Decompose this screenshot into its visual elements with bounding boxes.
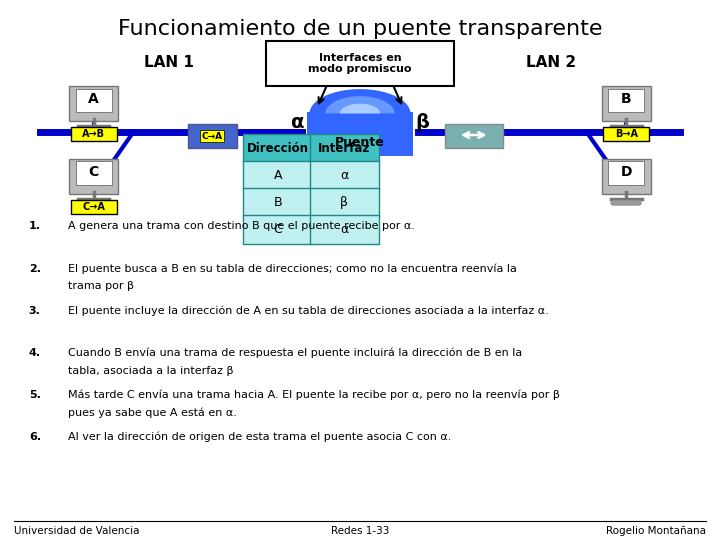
Text: A: A bbox=[89, 92, 99, 106]
Text: B: B bbox=[274, 196, 282, 209]
FancyBboxPatch shape bbox=[76, 161, 112, 185]
Text: Al ver la dirección de origen de esta trama el puente asocia C con α.: Al ver la dirección de origen de esta tr… bbox=[68, 432, 451, 442]
FancyBboxPatch shape bbox=[69, 86, 118, 121]
FancyBboxPatch shape bbox=[608, 89, 644, 112]
FancyBboxPatch shape bbox=[243, 134, 312, 163]
Text: 3.: 3. bbox=[29, 306, 40, 316]
Text: Puente: Puente bbox=[335, 136, 385, 148]
Text: 1.: 1. bbox=[29, 221, 41, 232]
Text: B→A: B→A bbox=[615, 129, 638, 139]
Text: tabla, asociada a la interfaz β: tabla, asociada a la interfaz β bbox=[68, 366, 234, 376]
Text: C: C bbox=[89, 165, 99, 179]
FancyBboxPatch shape bbox=[310, 188, 379, 217]
FancyBboxPatch shape bbox=[602, 86, 651, 121]
Text: β: β bbox=[415, 113, 430, 132]
FancyBboxPatch shape bbox=[76, 89, 112, 112]
Text: C→A: C→A bbox=[82, 202, 105, 212]
Polygon shape bbox=[310, 89, 410, 113]
FancyBboxPatch shape bbox=[310, 161, 379, 190]
Text: A→B: A→B bbox=[82, 129, 105, 139]
Text: pues ya sabe que A está en α.: pues ya sabe que A está en α. bbox=[68, 408, 238, 418]
Text: A: A bbox=[274, 169, 282, 182]
Text: 2.: 2. bbox=[29, 264, 41, 274]
Text: α: α bbox=[340, 223, 348, 236]
Polygon shape bbox=[340, 104, 380, 113]
Text: 6.: 6. bbox=[29, 432, 41, 442]
FancyBboxPatch shape bbox=[602, 159, 651, 194]
Text: LAN 2: LAN 2 bbox=[526, 55, 576, 70]
Polygon shape bbox=[325, 96, 395, 113]
Text: Redes 1-33: Redes 1-33 bbox=[330, 526, 390, 536]
Text: D: D bbox=[621, 165, 632, 179]
Text: Cuando B envía una trama de respuesta el puente incluirá la dirección de B en la: Cuando B envía una trama de respuesta el… bbox=[68, 348, 523, 358]
Text: A genera una trama con destino B que el puente recibe por α.: A genera una trama con destino B que el … bbox=[68, 221, 415, 232]
Text: El puente incluye la dirección de A en su tabla de direcciones asociada a la int: El puente incluye la dirección de A en s… bbox=[68, 306, 549, 316]
FancyBboxPatch shape bbox=[71, 127, 117, 141]
Text: LAN 1: LAN 1 bbox=[144, 55, 194, 70]
Text: trama por β: trama por β bbox=[68, 281, 135, 292]
FancyBboxPatch shape bbox=[608, 161, 644, 185]
Text: α: α bbox=[291, 113, 304, 132]
FancyBboxPatch shape bbox=[243, 161, 312, 190]
FancyBboxPatch shape bbox=[310, 134, 379, 163]
FancyBboxPatch shape bbox=[603, 127, 649, 141]
Text: Interfaces en
modo promiscuo: Interfaces en modo promiscuo bbox=[308, 53, 412, 75]
FancyBboxPatch shape bbox=[266, 40, 454, 86]
Text: Interfaz: Interfaz bbox=[318, 142, 370, 155]
Text: β: β bbox=[340, 196, 348, 209]
Text: El puente busca a B en su tabla de direcciones; como no la encuentra reenvía la: El puente busca a B en su tabla de direc… bbox=[68, 264, 517, 274]
FancyBboxPatch shape bbox=[69, 159, 118, 194]
Text: Más tarde C envía una trama hacia A. El puente la recibe por α, pero no la reenv: Más tarde C envía una trama hacia A. El … bbox=[68, 390, 560, 400]
Text: α: α bbox=[340, 169, 348, 182]
Text: C→A: C→A bbox=[202, 132, 223, 140]
FancyBboxPatch shape bbox=[445, 124, 503, 148]
Text: Funcionamiento de un puente transparente: Funcionamiento de un puente transparente bbox=[118, 19, 602, 39]
FancyBboxPatch shape bbox=[243, 188, 312, 217]
Text: Universidad de Valencia: Universidad de Valencia bbox=[14, 526, 140, 536]
Text: Rogelio Montañana: Rogelio Montañana bbox=[606, 526, 706, 536]
Text: C: C bbox=[274, 223, 282, 236]
FancyBboxPatch shape bbox=[71, 200, 117, 214]
FancyBboxPatch shape bbox=[243, 215, 312, 244]
Text: B: B bbox=[621, 92, 631, 106]
Text: 4.: 4. bbox=[29, 348, 41, 358]
FancyBboxPatch shape bbox=[310, 215, 379, 244]
Text: Dirección: Dirección bbox=[247, 142, 309, 155]
Text: 5.: 5. bbox=[29, 390, 40, 400]
FancyBboxPatch shape bbox=[188, 124, 237, 148]
FancyBboxPatch shape bbox=[307, 112, 413, 156]
